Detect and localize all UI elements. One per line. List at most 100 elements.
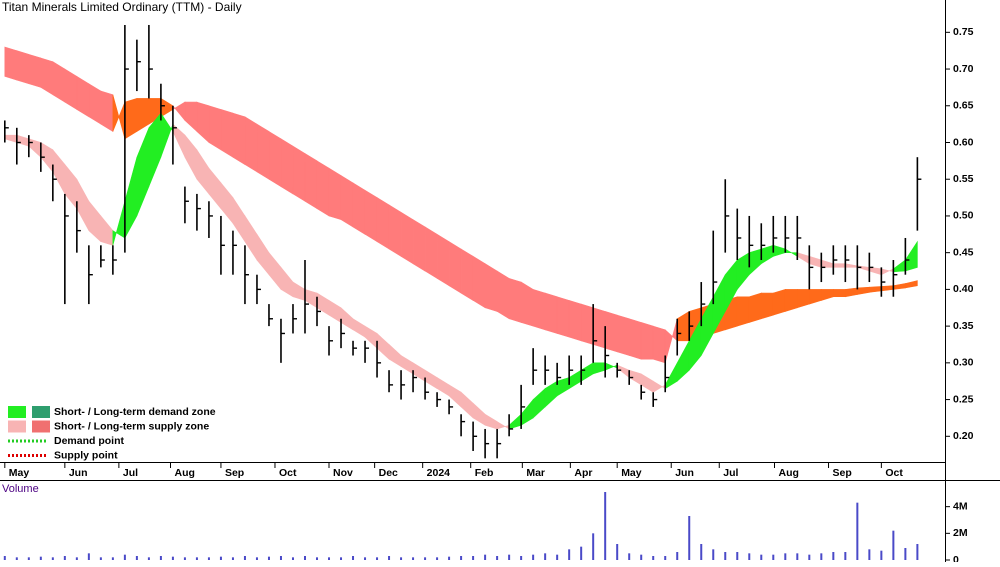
volume-bar bbox=[652, 556, 655, 560]
x-tick-label: Aug bbox=[175, 467, 195, 479]
zone-band bbox=[16, 50, 30, 85]
zone-band bbox=[628, 318, 642, 360]
zone-band bbox=[652, 325, 666, 364]
zone-band bbox=[424, 226, 438, 279]
volume-bar bbox=[832, 552, 835, 560]
zone-band bbox=[760, 292, 774, 320]
volume-bar bbox=[640, 554, 643, 560]
zone-band bbox=[784, 289, 798, 312]
volume-bar bbox=[3, 556, 6, 560]
zone-band bbox=[580, 303, 594, 345]
zone-band bbox=[328, 167, 342, 221]
legend-swatch bbox=[32, 406, 50, 418]
volume-title: Volume bbox=[2, 483, 39, 495]
zone-band bbox=[544, 292, 558, 334]
x-tick-label: Oct bbox=[885, 467, 903, 479]
legend-label: Short- / Long-term supply zone bbox=[54, 420, 209, 432]
y-tick-label: 0 bbox=[953, 554, 959, 562]
zone-band bbox=[304, 152, 318, 210]
volume-bar bbox=[724, 552, 727, 560]
volume-bar bbox=[592, 533, 595, 560]
volume-bar bbox=[267, 556, 270, 560]
volume-bar bbox=[604, 492, 607, 560]
volume-bar bbox=[688, 516, 691, 560]
volume-bar bbox=[916, 544, 919, 560]
volume-bar bbox=[844, 552, 847, 560]
volume-bar bbox=[27, 557, 30, 560]
volume-bar bbox=[159, 556, 162, 560]
volume-bar bbox=[87, 553, 90, 560]
volume-bar bbox=[472, 556, 475, 560]
zone-band bbox=[532, 288, 546, 331]
volume-bar bbox=[796, 553, 799, 560]
x-tick-label: Nov bbox=[333, 467, 353, 479]
zone-band bbox=[616, 314, 630, 356]
volume-bar bbox=[147, 557, 150, 560]
volume-bar bbox=[39, 556, 42, 560]
volume-bar bbox=[279, 556, 282, 560]
y-tick-label: 2M bbox=[953, 527, 968, 539]
y-tick-label: 0.55 bbox=[953, 173, 974, 185]
x-tick-label: Sep bbox=[833, 467, 852, 479]
y-tick-label: 0.20 bbox=[953, 430, 974, 442]
x-tick-label: Jun bbox=[675, 467, 694, 479]
zone-band bbox=[340, 175, 354, 228]
legend-swatch bbox=[8, 406, 26, 418]
volume-bar bbox=[904, 548, 907, 560]
chart-title: Titan Minerals Limited Ordinary (TTM) - … bbox=[2, 0, 242, 14]
x-tick-label: Jul bbox=[723, 467, 738, 479]
x-tick-label: Aug bbox=[778, 467, 798, 479]
zone-band bbox=[256, 123, 270, 180]
y-tick-label: 0.70 bbox=[953, 63, 974, 75]
volume-bar bbox=[424, 557, 427, 560]
volume-bar bbox=[532, 554, 535, 560]
volume-bar bbox=[700, 544, 703, 560]
x-tick-label: Jun bbox=[69, 467, 88, 479]
volume-bar bbox=[111, 557, 114, 560]
zone-band bbox=[220, 109, 234, 158]
y-tick-label: 0.35 bbox=[953, 320, 974, 332]
zone-band bbox=[568, 300, 582, 342]
volume-bar bbox=[291, 557, 294, 560]
volume-bar bbox=[183, 557, 186, 560]
volume-bar bbox=[412, 557, 415, 560]
volume-bar bbox=[15, 557, 18, 560]
volume-bar bbox=[748, 553, 751, 560]
legend-label: Supply point bbox=[54, 449, 118, 461]
zone-band bbox=[64, 68, 78, 110]
zone-band bbox=[352, 182, 366, 235]
volume-bar bbox=[51, 557, 54, 560]
zone-band bbox=[208, 105, 222, 151]
zone-band bbox=[124, 98, 138, 140]
y-tick-label: 0.60 bbox=[953, 136, 974, 148]
zone-band bbox=[316, 160, 330, 217]
volume-bar bbox=[580, 546, 583, 560]
volume-bar bbox=[123, 554, 126, 560]
volume-bar bbox=[303, 556, 306, 560]
zone-band bbox=[905, 280, 918, 289]
volume-bar bbox=[460, 556, 463, 560]
zone-band bbox=[244, 116, 258, 173]
volume-bar bbox=[868, 549, 871, 560]
zone-band bbox=[484, 263, 498, 312]
zone-band bbox=[460, 248, 474, 301]
x-tick-label: 2024 bbox=[427, 467, 451, 479]
volume-bar bbox=[808, 554, 811, 560]
zone-band bbox=[76, 75, 90, 118]
volume-bar bbox=[207, 557, 210, 560]
zone-band bbox=[640, 322, 654, 360]
volume-bar bbox=[892, 530, 895, 560]
zone-band bbox=[604, 311, 618, 353]
volume-bar bbox=[135, 556, 138, 560]
zone-band bbox=[736, 296, 750, 327]
legend-swatch bbox=[32, 420, 50, 433]
zone-band bbox=[748, 292, 762, 323]
zone-band bbox=[556, 296, 570, 338]
y-tick-label: 0.65 bbox=[953, 100, 974, 112]
zone-band bbox=[772, 288, 786, 316]
zone-band bbox=[28, 53, 42, 88]
legend-swatch bbox=[8, 420, 26, 433]
volume-bar bbox=[255, 557, 258, 560]
volume-bar bbox=[496, 556, 499, 560]
